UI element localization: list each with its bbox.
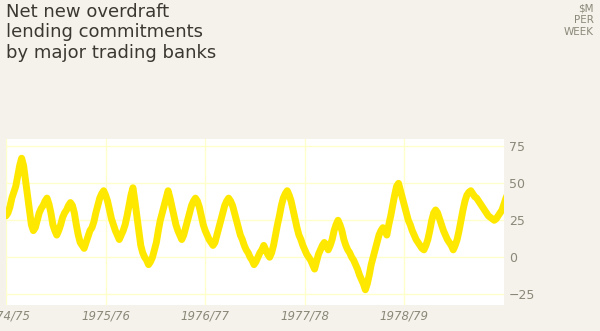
Text: $M
PER
WEEK: $M PER WEEK — [564, 3, 594, 36]
Text: Net new overdraft
lending commitments
by major trading banks: Net new overdraft lending commitments by… — [6, 3, 216, 62]
